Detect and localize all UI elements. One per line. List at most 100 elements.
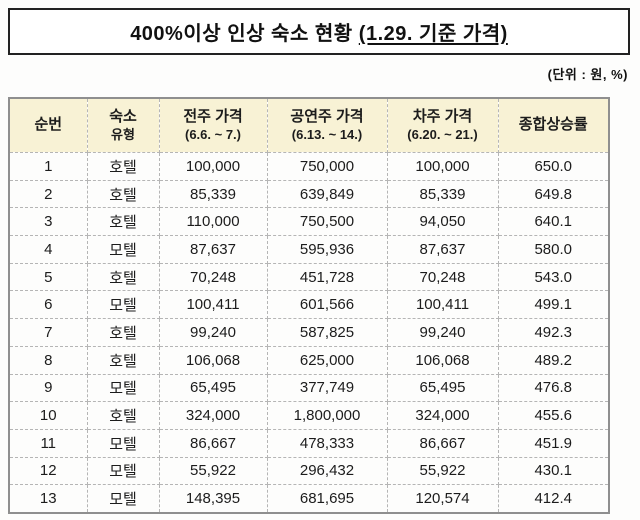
table-cell: 호텔 [86,179,160,209]
table-cell: 11 [8,428,88,458]
table-cell: 324,000 [386,401,499,430]
table-cell: 모텔 [86,456,160,486]
table-cell: 543.0 [497,262,610,292]
table-row: 9 모텔 65,495 377,749 65,495 476.8 [8,373,610,403]
table-cell: 87,637 [158,235,268,264]
header-cell: 전주 가격 (6.6. ~ 7.) [158,97,268,153]
table-cell: 625,000 [266,345,388,375]
title-box: 400%이상 인상 숙소 현황 (1.29. 기준 가격) [8,8,630,55]
table-cell: 55,922 [386,456,499,486]
table-cell: 580.0 [497,235,610,264]
table-row: 2 호텔 85,339 639,849 85,339 649.8 [8,179,610,209]
table-cell: 2 [8,179,88,209]
header-cell-line2: (6.20. ~ 21.) [407,126,478,142]
table-cell: 412.4 [497,484,610,514]
table-cell: 99,240 [158,318,268,347]
table-cell: 499.1 [497,290,610,320]
table-row: 3 호텔 110,000 750,500 94,050 640.1 [8,207,610,237]
table-cell: 106,068 [158,345,268,375]
table-cell: 148,395 [158,484,268,514]
table-cell: 7 [8,318,88,347]
header-cell-line1: 전주 가격 [183,108,243,125]
table-cell: 110,000 [158,207,268,237]
header-cell-line1: 순번 [34,116,63,134]
table-cell: 296,432 [266,456,388,486]
table-cell: 1 [8,152,88,181]
page-title-main: 400%이상 인상 숙소 현황 [130,23,359,45]
price-table-container: 순번 숙소 유형 전주 가격 (6.6. ~ 7.) 공연주 가격 (6.13. ~ 14.… [8,97,610,514]
header-cell-line1: 차주 가격 [412,108,473,125]
table-row: 11 모텔 86,667 478,333 86,667 451.9 [8,428,610,458]
table-cell: 9 [8,373,88,403]
table-row: 8 호텔 106,068 625,000 106,068 489.2 [8,345,610,375]
header-cell: 숙소 유형 [86,97,160,153]
table-cell: 451.9 [497,428,610,458]
table-cell: 모텔 [86,373,160,403]
table-cell: 87,637 [386,235,499,264]
table-cell: 6 [8,290,88,320]
header-cell: 순번 [8,97,88,153]
table-cell: 750,500 [266,207,388,237]
unit-note: (단위 : 원, %) [547,67,628,82]
table-cell: 70,248 [158,262,268,292]
page-title: 400%이상 인상 숙소 현황 (1.29. 기준 가격) [130,17,508,46]
table-cell: 3 [8,207,88,237]
header-cell-line1: 숙소 [109,108,137,125]
table-cell: 106,068 [386,345,499,375]
table-cell: 85,339 [386,179,499,209]
table-cell: 85,339 [158,179,268,209]
table-cell: 476.8 [497,373,610,403]
table-cell: 모텔 [86,484,160,514]
table-cell: 650.0 [497,152,610,181]
table-cell: 595,936 [266,235,388,264]
header-cell: 종합상승률 [497,97,610,153]
table-cell: 492.3 [497,318,610,347]
header-cell-line2: (6.13. ~ 14.) [291,126,363,142]
price-table: 순번 숙소 유형 전주 가격 (6.6. ~ 7.) 공연주 가격 (6.13. ~ 14.… [8,97,610,514]
table-row: 5 호텔 70,248 451,728 70,248 543.0 [8,262,610,292]
table-cell: 65,495 [386,373,499,403]
table-cell: 478,333 [266,428,388,458]
table-cell: 70,248 [386,262,499,292]
table-body: 1 호텔 100,000 750,000 100,000 650.0 2 호텔 85,339 63… [8,152,610,514]
table-row: 12 모텔 55,922 296,432 55,922 430.1 [8,456,610,486]
table-cell: 99,240 [386,318,499,347]
table-cell: 587,825 [266,318,388,347]
table-row: 7 호텔 99,240 587,825 99,240 492.3 [8,318,610,347]
table-cell: 100,411 [386,290,499,320]
table-row: 4 모텔 87,637 595,936 87,637 580.0 [8,235,610,264]
table-cell: 모텔 [86,428,160,458]
table-cell: 호텔 [86,152,160,181]
table-cell: 100,411 [158,290,268,320]
table-cell: 100,000 [386,152,499,181]
table-row: 1 호텔 100,000 750,000 100,000 650.0 [8,152,610,181]
page-title-emphasis: (1.29. 기준 가격) [358,23,508,45]
table-cell: 430.1 [497,456,610,486]
table-cell: 640.1 [497,207,610,237]
table-cell: 750,000 [266,152,388,181]
table-cell: 10 [8,401,88,430]
table-cell: 4 [8,235,88,264]
table-cell: 8 [8,345,88,375]
table-cell: 100,000 [158,152,268,181]
table-cell: 호텔 [86,401,160,430]
table-cell: 호텔 [86,345,160,375]
table-cell: 55,922 [158,456,268,486]
header-cell-line2: (6.6. ~ 7.) [185,126,241,142]
table-cell: 65,495 [158,373,268,403]
table-cell: 639,849 [266,179,388,209]
table-cell: 모텔 [86,290,160,320]
table-cell: 호텔 [86,262,160,292]
table-cell: 455.6 [497,401,610,430]
table-cell: 86,667 [158,428,268,458]
table-cell: 13 [8,484,88,514]
table-cell: 489.2 [497,345,610,375]
table-cell: 324,000 [158,401,268,430]
table-row: 10 호텔 324,000 1,800,000 324,000 455.6 [8,401,610,430]
table-header-row: 순번 숙소 유형 전주 가격 (6.6. ~ 7.) 공연주 가격 (6.13. ~ 14.… [8,97,610,153]
table-row: 13 모텔 148,395 681,695 120,574 412.4 [8,484,610,514]
header-cell-line1: 종합상승률 [518,116,588,134]
table-cell: 5 [8,262,88,292]
table-cell: 12 [8,456,88,486]
